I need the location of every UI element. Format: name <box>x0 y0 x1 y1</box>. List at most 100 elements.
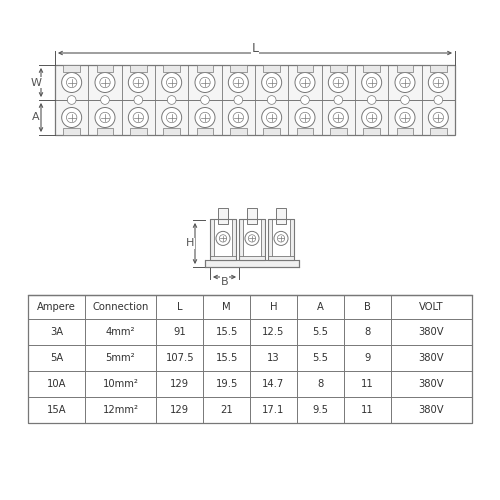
Text: 8: 8 <box>317 379 324 389</box>
Circle shape <box>168 96 176 104</box>
Circle shape <box>300 112 310 122</box>
Circle shape <box>200 112 210 122</box>
Text: B: B <box>220 277 228 287</box>
Circle shape <box>245 232 259 245</box>
Text: Connection: Connection <box>92 302 148 312</box>
Bar <box>264 128 280 135</box>
Bar <box>164 128 180 135</box>
Bar <box>261 219 265 260</box>
Bar <box>205 260 299 267</box>
Text: 13: 13 <box>267 353 280 363</box>
Circle shape <box>233 112 243 122</box>
Circle shape <box>300 78 310 88</box>
Circle shape <box>333 78 344 88</box>
Circle shape <box>133 112 143 122</box>
Circle shape <box>262 108 281 128</box>
Text: 15.5: 15.5 <box>216 327 238 337</box>
Circle shape <box>216 232 230 245</box>
Circle shape <box>200 96 209 104</box>
Circle shape <box>433 78 444 88</box>
Circle shape <box>295 108 315 128</box>
Bar <box>396 128 413 135</box>
Text: 11: 11 <box>361 405 374 415</box>
Circle shape <box>95 108 115 128</box>
Circle shape <box>195 72 215 92</box>
Circle shape <box>295 72 315 92</box>
Text: 129: 129 <box>170 405 190 415</box>
Bar <box>364 65 380 72</box>
Circle shape <box>128 108 148 128</box>
Circle shape <box>395 108 415 128</box>
Circle shape <box>62 108 82 128</box>
Bar <box>28 295 472 423</box>
Text: W: W <box>30 78 42 88</box>
Circle shape <box>333 112 344 122</box>
Bar <box>396 65 413 72</box>
Circle shape <box>248 234 256 242</box>
Text: H: H <box>270 302 277 312</box>
Text: 15A: 15A <box>46 405 66 415</box>
Bar <box>296 128 314 135</box>
Circle shape <box>400 78 410 88</box>
Circle shape <box>62 72 82 92</box>
Bar <box>247 208 257 224</box>
Text: 3A: 3A <box>50 327 63 337</box>
Bar <box>210 256 236 260</box>
Circle shape <box>400 96 409 104</box>
Bar <box>264 65 280 72</box>
Bar <box>230 65 246 72</box>
Text: 8: 8 <box>364 327 370 337</box>
Circle shape <box>195 108 215 128</box>
Bar <box>330 65 346 72</box>
Circle shape <box>66 78 77 88</box>
Circle shape <box>100 78 110 88</box>
Circle shape <box>95 72 115 92</box>
Circle shape <box>162 72 182 92</box>
Circle shape <box>334 96 342 104</box>
Circle shape <box>428 72 448 92</box>
Bar <box>239 256 265 260</box>
Text: Ampere: Ampere <box>37 302 76 312</box>
Circle shape <box>220 234 226 242</box>
Bar <box>218 208 228 224</box>
Bar <box>64 65 80 72</box>
Text: 380V: 380V <box>418 379 444 389</box>
Bar <box>96 65 114 72</box>
Text: 12.5: 12.5 <box>262 327 284 337</box>
Circle shape <box>366 112 377 122</box>
Text: 5mm²: 5mm² <box>106 353 136 363</box>
Text: 17.1: 17.1 <box>262 405 284 415</box>
Circle shape <box>133 78 143 88</box>
Text: L: L <box>252 42 258 54</box>
Bar <box>130 65 146 72</box>
Circle shape <box>68 96 76 104</box>
Bar <box>364 128 380 135</box>
Circle shape <box>234 96 242 104</box>
Circle shape <box>328 72 348 92</box>
Text: 5A: 5A <box>50 353 63 363</box>
Bar <box>330 128 346 135</box>
Text: 380V: 380V <box>418 405 444 415</box>
Circle shape <box>400 112 410 122</box>
Circle shape <box>428 108 448 128</box>
Circle shape <box>328 108 348 128</box>
Text: 107.5: 107.5 <box>166 353 194 363</box>
Text: 9.5: 9.5 <box>312 405 328 415</box>
Circle shape <box>362 108 382 128</box>
Bar <box>130 128 146 135</box>
Circle shape <box>268 96 276 104</box>
Bar <box>230 128 246 135</box>
Circle shape <box>166 112 177 122</box>
Text: 12mm²: 12mm² <box>102 405 139 415</box>
Circle shape <box>433 112 444 122</box>
Bar <box>268 256 294 260</box>
Bar <box>430 128 446 135</box>
Circle shape <box>266 78 277 88</box>
Text: 5.5: 5.5 <box>312 353 328 363</box>
Text: 380V: 380V <box>418 353 444 363</box>
Text: VOLT: VOLT <box>419 302 444 312</box>
Circle shape <box>228 108 248 128</box>
Circle shape <box>366 78 377 88</box>
Circle shape <box>395 72 415 92</box>
Text: 91: 91 <box>174 327 186 337</box>
